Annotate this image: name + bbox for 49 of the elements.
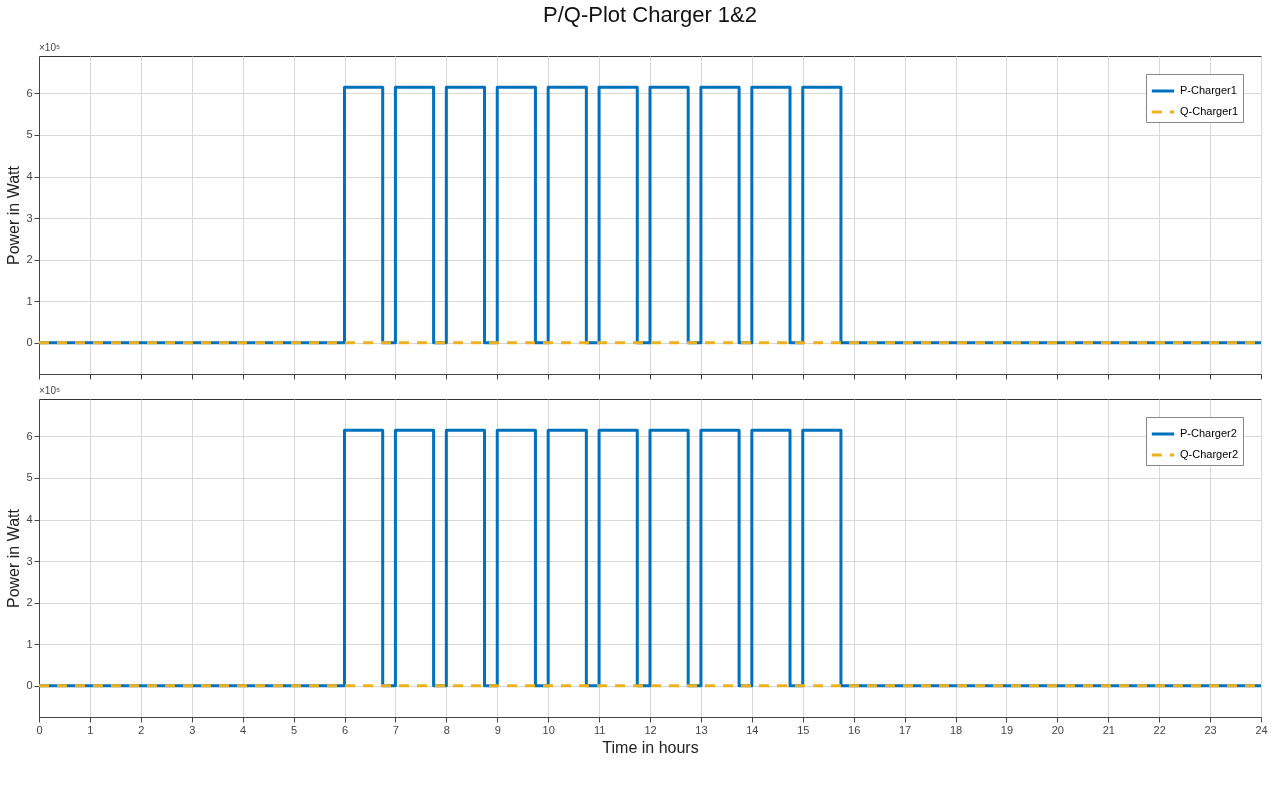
x-tick-label: 17 [898,723,912,736]
x-tick-label: 16 [848,723,861,736]
x-tick-label: 8 [443,723,450,736]
y-tick-label: 0 [26,679,33,692]
x-tick-label: 6 [341,723,349,736]
x-tick-label: 11 [593,723,606,736]
y-tick-label: 1 [26,637,33,650]
x-tick-label: 15 [797,723,810,736]
y-tick-label: 4 [26,513,33,526]
y-tick-label: 5 [26,128,33,141]
x-tick-label: 4 [240,723,247,736]
x-tick-label: 14 [746,723,759,736]
y-tick-label: 3 [26,211,33,224]
x-tick-label: 5 [291,723,298,736]
x-tick-label: 20 [1051,723,1064,736]
text: ×10⁵ [39,42,61,53]
x-tick-label: 13 [695,723,708,736]
y-tick-label: 6 [26,86,33,99]
x-tick-label: 7 [392,723,399,736]
y-tick-label: 5 [26,471,33,484]
legend-label: P-Charger1 [1180,84,1237,96]
legend-label: P-Charger2 [1180,427,1237,439]
x-tick-label: 1 [87,723,94,736]
legend-label: Q-Charger1 [1180,105,1239,117]
y-tick-label: 2 [26,596,33,609]
text: ×10⁵ [39,385,61,396]
y-axis-title: Power in Watt [5,165,23,265]
y-axis-title: Power in Watt [5,508,23,608]
y-tick-label: 0 [26,336,33,349]
x-axis-title: Time in hours [602,738,699,756]
x-tick-label: 2 [138,723,145,736]
chart-title: P/Q-Plot Charger 1&2 [543,2,757,27]
x-tick-label: 24 [1255,723,1268,736]
y-tick-label: 2 [26,253,33,266]
x-tick-label: 9 [494,723,501,736]
x-tick-label: 10 [542,723,555,736]
y-tick-label: 4 [26,170,33,183]
x-tick-label: 19 [1000,723,1014,736]
legend-label: Q-Charger2 [1180,448,1239,460]
x-tick-label: 22 [1153,723,1166,736]
x-tick-label: 21 [1102,723,1115,736]
x-tick-label: 18 [949,723,963,736]
y-tick-label: 6 [26,429,33,442]
x-tick-label: 3 [189,723,196,736]
y-tick-label: 1 [26,294,33,307]
x-tick-label: 0 [36,723,43,736]
x-tick-label: 23 [1204,723,1217,736]
y-tick-label: 3 [26,554,33,567]
x-tick-label: 12 [644,723,657,736]
